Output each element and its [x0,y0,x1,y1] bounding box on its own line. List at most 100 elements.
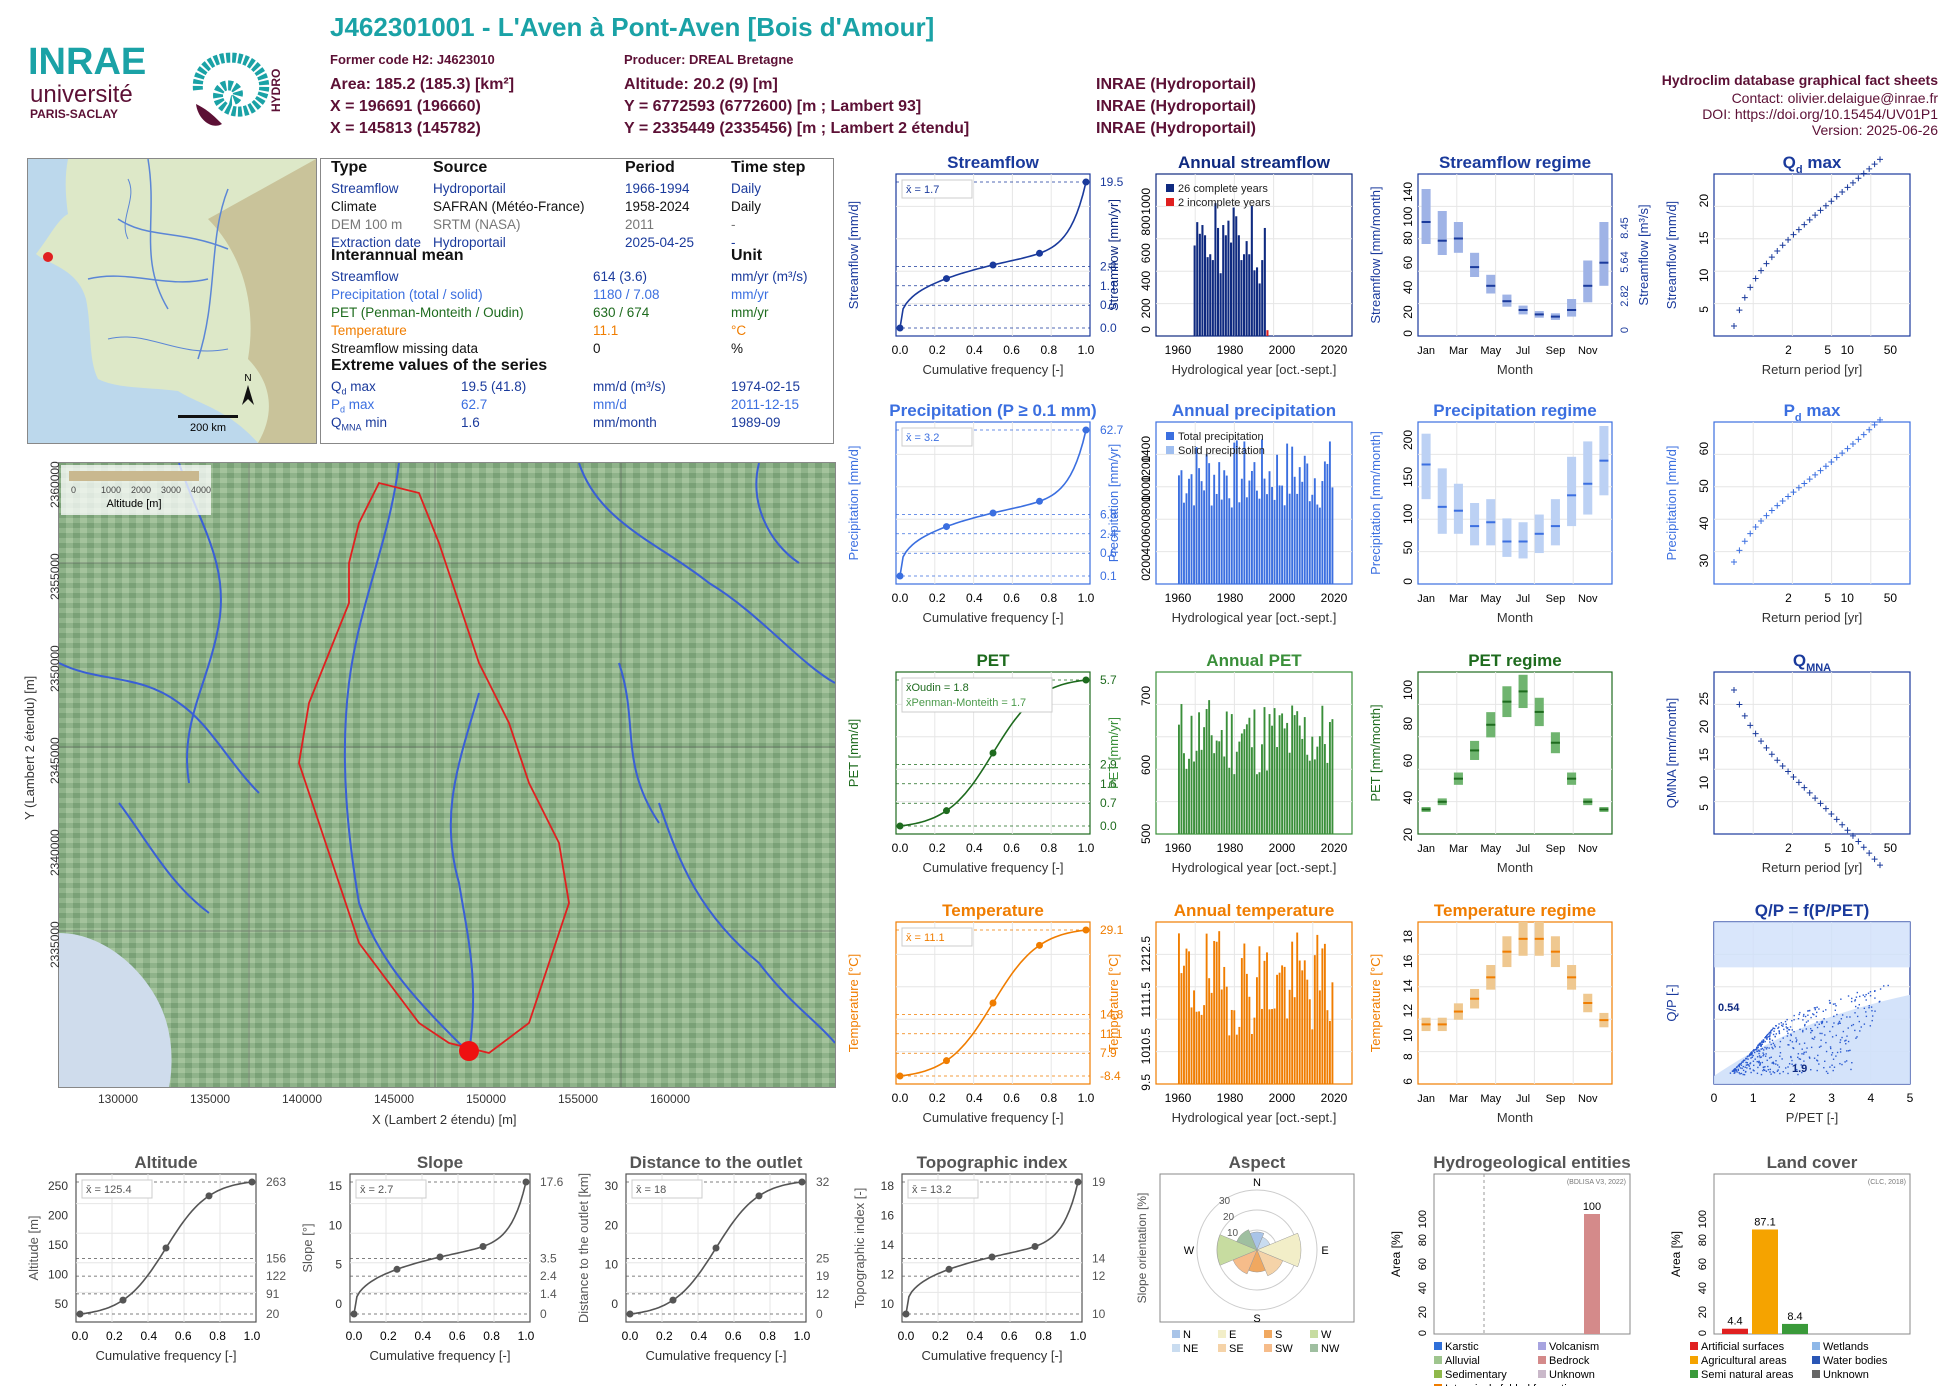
annual-bar [1276,454,1279,584]
qp-point [1756,1072,1759,1075]
annual-bar [1331,982,1334,1084]
qp-point [1822,1010,1824,1013]
month-tick: Sep [1546,593,1566,605]
qp-point [1759,1062,1762,1064]
annual-bar [1308,760,1311,834]
qp-point [1845,1039,1847,1042]
doi-link[interactable]: DOI: https://doi.org/10.15454/UV01P1 [1702,106,1938,122]
chart-annual_precipitation: Annual precipitation Precipitation [mm/yr… [1106,401,1353,625]
legend-label: SW [1275,1343,1293,1355]
annual-bar [1318,507,1321,584]
legend-swatch [1812,1370,1820,1378]
annual-bar [1250,206,1253,336]
inrae-logo: INRAE université PARIS-SACLAY HYDRO [28,41,283,126]
qp-point [1818,1046,1821,1048]
x-tick: 1960 [1165,841,1192,855]
qp-point [1868,1006,1870,1009]
qp-point [1782,1070,1784,1073]
quantile-point [479,1242,487,1250]
right-tick: 0.1 [1100,569,1117,583]
annual-bar [1193,761,1195,834]
return-period-point [1758,267,1765,274]
annual-bar [1278,485,1281,584]
page-title: J462301001 - L'Aven à Pont-Aven [Bois d'… [330,12,935,42]
month-tick: May [1480,593,1501,605]
annual-bar [1201,225,1204,336]
y2-tick: 0 [1619,327,1631,333]
qp-point [1807,1020,1809,1022]
qp-point [1839,1022,1841,1025]
chart-title: Annual precipitation [1172,401,1336,420]
annual-bar [1248,996,1251,1084]
quantile-point [1082,426,1090,434]
logo-inrae-text: INRAE [28,41,146,83]
chart-qp_ppet: Q/P = f(P/PET) Q/P [-] P/PET [-] 0.54 1.9 0 1 2… [1664,901,1914,1125]
quantile-point [712,1244,720,1252]
quantile-point [393,1265,401,1273]
annual-bar [1328,1020,1331,1084]
qp-point [1750,1052,1753,1054]
qp-point [1805,1021,1808,1023]
rose-ring-label: 20 [1223,1212,1235,1223]
rose-ring-label: 10 [1227,1228,1239,1239]
qp-point [1742,1073,1744,1076]
y-tick: 40 [1401,280,1415,294]
qp-point [1855,996,1858,998]
y-axis-label: Streamflow [mm/d] [1664,201,1679,309]
y-tick: 50 [55,1297,69,1311]
annual-bar [1178,475,1180,584]
right-tick: 25 [816,1251,830,1265]
return-period-point [1806,216,1813,223]
qp-point [1813,1007,1816,1009]
qp-point [1816,1006,1818,1008]
chart-frame [1417,173,1613,337]
annual-bar [1198,468,1201,584]
legend-swatch [1310,1344,1318,1352]
qp-point [1777,1069,1779,1071]
qp-point [1887,984,1889,987]
y-axis-label: Streamflow [mm/yr] [1106,199,1121,311]
qp-point [1756,1047,1758,1049]
map-y-tick: 2350000 [48,645,62,692]
chart-frame [1713,1173,1911,1335]
regime-box [1599,222,1609,286]
qp-point [1759,1043,1761,1046]
return-period-point [1822,463,1829,470]
right-tick: 19 [816,1269,830,1283]
x-tick: 0.0 [346,1329,363,1343]
return-period-point [1844,184,1851,191]
qp-point [1729,1072,1732,1074]
qp-point [1865,999,1867,1001]
chart-title: Hydrogeological entities [1433,1153,1630,1172]
annual-bar [1215,740,1218,834]
qp-point [1833,1022,1835,1024]
legend-swatch [1434,1342,1442,1350]
x-tick: 50 [1884,591,1898,605]
qp-point [1763,1066,1765,1068]
annual-bar [1208,700,1211,834]
return-period-point [1833,454,1840,461]
qp-point [1750,1053,1752,1055]
extreme-name-main: Q [331,415,342,430]
y-tick: 400 [1139,534,1153,554]
info-row-step: Daily [731,181,762,196]
annual-bar [1233,442,1236,584]
qp-point [1825,1041,1827,1044]
qp-point [1831,1036,1834,1038]
legend-swatch [1690,1370,1698,1378]
annual-bar [1183,965,1185,1084]
extreme-row-value: 62.7 [461,397,488,412]
qp-point [1766,1035,1768,1037]
qp-point [1825,1070,1828,1073]
x-tick: 5 [1824,841,1831,855]
annual-bar [1235,216,1238,336]
contact[interactable]: Contact: olivier.delaigue@inrae.fr [1731,90,1938,106]
qp-point [1761,1047,1764,1050]
qp-point [1761,1061,1764,1064]
qp-point [1734,1068,1736,1070]
qp-point [1762,1055,1764,1057]
qp-point [1784,1020,1787,1023]
y-tick: 60 [1401,754,1415,768]
annual-bar [1258,772,1261,834]
annual-bar [1233,1010,1236,1084]
